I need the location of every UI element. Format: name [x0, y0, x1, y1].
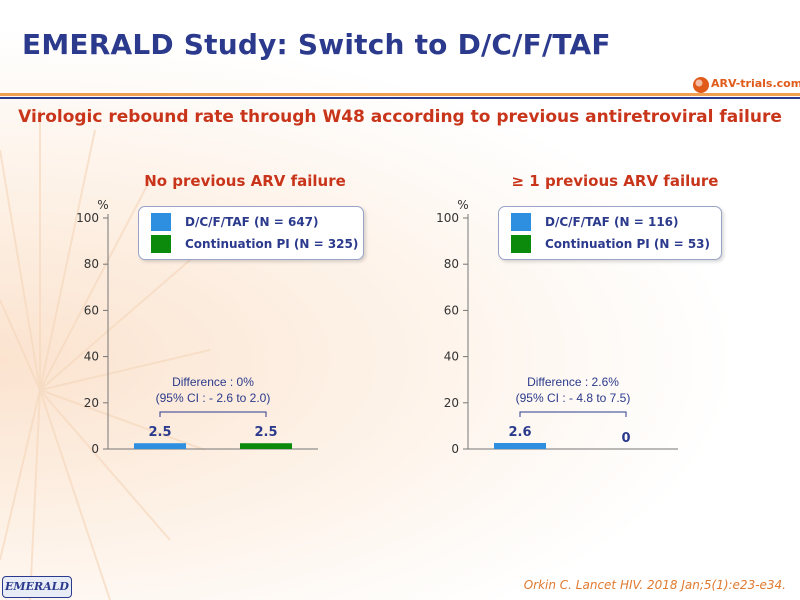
bar-continuation: [240, 443, 292, 449]
title-rule-orange: [0, 93, 800, 96]
y-tick-label: 60: [444, 303, 459, 317]
y-tick-label: 40: [84, 350, 99, 364]
y-tick-label: 100: [76, 211, 99, 225]
data-label: 0: [621, 431, 630, 446]
y-tick-label: 100: [436, 211, 459, 225]
chart-previous-failure: %100 80 60 40 20 0 2.6 0 Difference : 2.6% (95% C…: [436, 198, 678, 456]
slide-subtitle: Virologic rebound rate through W48 accor…: [18, 107, 782, 127]
chart-no-previous-failure: %100 80 60 40 20 0 2.5 2.5 Difference : 0% (95% C…: [76, 198, 318, 456]
data-label: 2.5: [148, 425, 171, 440]
bar-dcftaf: [494, 442, 546, 449]
legend-item-dcftaf: D/C/F/TAF (N = 116): [511, 212, 679, 232]
y-tick-label: 40: [444, 350, 459, 364]
emerald-badge: EMERALD: [2, 576, 72, 598]
panel-title-previous-failure: ≥ 1 previous ARV failure: [511, 172, 719, 190]
site-logo: ARV-trials.com: [692, 76, 800, 96]
y-tick-label: 80: [444, 257, 459, 271]
legend-swatch-dcftaf: [511, 213, 531, 231]
logo-text: ARV-trials.com: [711, 77, 800, 90]
difference-annotation: Difference : 0%: [172, 375, 254, 389]
legend-no-failure: D/C/F/TAF (N = 647) Continuation PI (N =…: [138, 206, 364, 260]
legend-swatch-continuation: [151, 235, 171, 253]
difference-bracket: [159, 411, 267, 417]
legend-swatch-continuation: [511, 235, 531, 253]
page-title: EMERALD Study: Switch to D/C/F/TAF: [22, 28, 611, 61]
ci-annotation: (95% CI : - 2.6 to 2.0): [156, 391, 271, 405]
y-tick-label: 0: [451, 442, 459, 456]
bar-dcftaf: [134, 443, 186, 449]
difference-bracket: [519, 411, 627, 417]
y-tick-label: 80: [84, 257, 99, 271]
ci-annotation: (95% CI : - 4.8 to 7.5): [516, 391, 631, 405]
legend-item-continuation: Continuation PI (N = 325): [151, 234, 358, 254]
legend-previous-failure: D/C/F/TAF (N = 116) Continuation PI (N =…: [498, 206, 722, 260]
y-tick-label: 60: [84, 303, 99, 317]
panel-title-no-failure: No previous ARV failure: [144, 172, 346, 190]
difference-annotation: Difference : 2.6%: [527, 375, 619, 389]
data-label: 2.6: [508, 425, 531, 440]
legend-label-dcftaf: D/C/F/TAF (N = 647): [185, 215, 319, 229]
legend-item-dcftaf: D/C/F/TAF (N = 647): [151, 212, 319, 232]
legend-label-continuation: Continuation PI (N = 53): [545, 237, 710, 251]
legend-label-continuation: Continuation PI (N = 325): [185, 237, 359, 251]
legend-swatch-dcftaf: [151, 213, 171, 231]
data-label: 2.5: [254, 425, 277, 440]
legend-label-dcftaf: D/C/F/TAF (N = 116): [545, 215, 679, 229]
y-tick-label: 0: [91, 442, 99, 456]
y-axis-unit-label: %: [457, 198, 468, 212]
y-tick-label: 20: [444, 396, 459, 410]
citation-reference: Orkin C. Lancet HIV. 2018 Jan;5(1):e23-e…: [523, 578, 786, 592]
title-rule-navy: [0, 97, 800, 99]
logo-icon: [693, 77, 709, 93]
y-axis-unit-label: %: [97, 198, 108, 212]
legend-item-continuation: Continuation PI (N = 53): [511, 234, 710, 254]
y-tick-label: 20: [84, 396, 99, 410]
